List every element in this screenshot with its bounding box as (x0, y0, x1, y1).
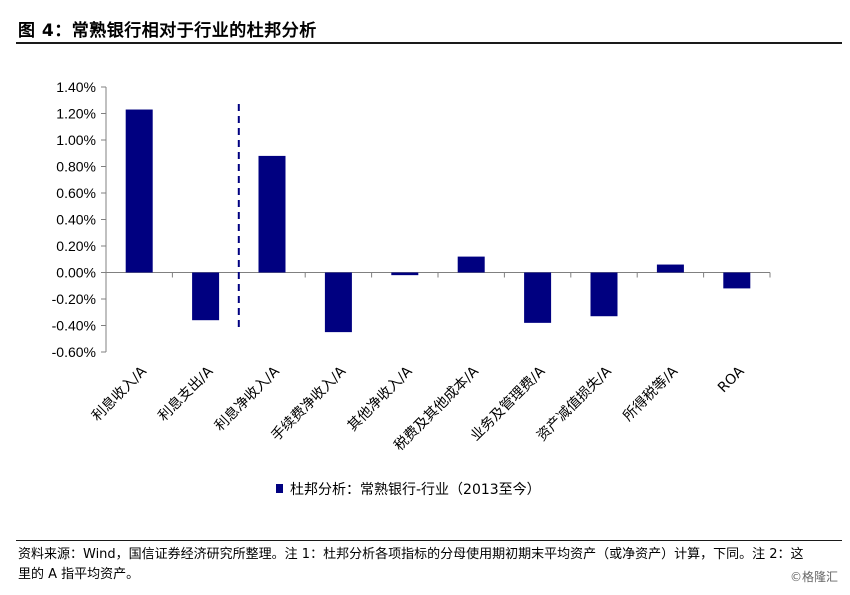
y-tick-label: 1.00% (56, 132, 96, 148)
footnote: 资料来源：Wind，国信证券经济研究所整理。注 1：杜邦分析各项指标的分母使用期… (18, 547, 804, 582)
bar (723, 272, 751, 289)
page-title: 图 4：常熟银行相对于行业的杜邦分析 (18, 21, 317, 41)
y-axis: 1.40% 1.20% 1.00% 0.80% 0.60% 0.40% 0.20% 0.00%… (52, 79, 107, 360)
y-tick-label: -0.20% (52, 291, 96, 307)
source-watermark: ©格隆汇 (789, 570, 838, 584)
y-tick-label: 1.20% (56, 106, 96, 122)
y-tick-label: -0.40% (52, 318, 96, 334)
legend: 杜邦分析：常熟银行-行业（2013至今） (276, 482, 541, 498)
footer-divider (16, 540, 842, 541)
x-tick-label: 其他净收入/A (345, 363, 416, 434)
title-bar: 图 4：常熟银行相对于行业的杜邦分析 (16, 10, 842, 44)
y-tick-label: 0.00% (56, 265, 96, 281)
y-tick-label: -0.60% (52, 344, 96, 360)
x-tick-label: 利息支出/A (155, 363, 217, 425)
bars (105, 104, 771, 333)
x-tick-label: 利息收入/A (88, 363, 150, 425)
bar (391, 272, 419, 276)
x-tick-label: 利息净收入/A (211, 363, 283, 435)
dupont-bar-chart: 1.40% 1.20% 1.00% 0.80% 0.60% 0.40% 0.20% 0.00%… (52, 79, 771, 498)
legend-swatch (276, 484, 283, 493)
y-tick-label: 0.20% (56, 238, 96, 254)
y-tick-label: 1.40% (56, 79, 96, 95)
x-tick-label: 所得税等/A (620, 363, 682, 425)
x-tick-label: ROA (715, 363, 748, 396)
bar (192, 272, 220, 321)
y-tick-label: 0.80% (56, 159, 96, 175)
bar (324, 272, 352, 333)
y-tick-label: 0.40% (56, 212, 96, 228)
x-axis-labels: 利息收入/A 利息支出/A利息净收入/A手续费净收入/A其他净收入/A税费及其他成… (88, 363, 748, 455)
bar (656, 264, 684, 273)
legend-label: 杜邦分析：常熟银行-行业（2013至今） (290, 482, 541, 498)
y-tick-label: 0.60% (56, 185, 96, 201)
bar (524, 272, 552, 323)
bar (457, 256, 485, 273)
bar (258, 155, 286, 273)
bar (125, 109, 153, 273)
bar (590, 272, 618, 317)
